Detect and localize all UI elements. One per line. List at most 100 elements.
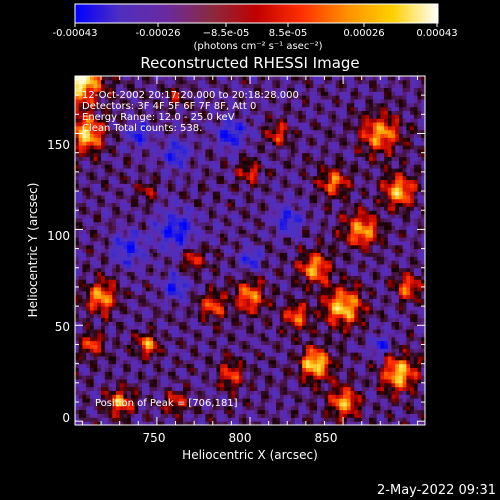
heatmap-cell (242, 386, 247, 391)
heatmap-cell (354, 378, 359, 384)
heatmap-cell (119, 240, 124, 246)
heatmap-cell (179, 344, 184, 349)
heatmap-cell (287, 252, 292, 257)
heatmap-cell (134, 275, 139, 280)
heatmap-cell (287, 421, 292, 425)
heatmap-cell (108, 367, 113, 372)
heatmap-cell (86, 405, 91, 411)
heatmap-cell (220, 290, 225, 296)
heatmap-cell (101, 267, 106, 273)
heatmap-cell (369, 329, 374, 334)
heatmap-cell (387, 390, 392, 395)
heatmap-cell (331, 321, 337, 326)
heatmap-cell (279, 371, 285, 376)
heatmap-cell (398, 332, 404, 338)
heatmap-cell (227, 325, 232, 330)
heatmap-cell (264, 340, 270, 345)
heatmap-cell (93, 283, 98, 288)
heatmap-cell (305, 367, 311, 372)
heatmap-cell (361, 355, 366, 361)
heatmap-cell (97, 283, 102, 288)
heatmap-cell (380, 382, 385, 388)
heatmap-cell (384, 390, 389, 395)
heatmap-cell (298, 398, 303, 403)
heatmap-cell (391, 256, 396, 261)
heatmap-cell (190, 421, 195, 425)
heatmap-cell (305, 233, 311, 238)
heatmap-cell (171, 260, 177, 265)
heatmap-cell (294, 294, 299, 299)
heatmap-cell (89, 359, 95, 365)
heatmap-cell (182, 256, 188, 261)
heatmap-cell (246, 248, 251, 253)
heatmap-cell (235, 340, 240, 345)
heatmap-cell (242, 363, 247, 368)
heatmap-cell (93, 233, 98, 238)
heatmap-cell (93, 256, 98, 261)
heatmap-cell (331, 375, 337, 380)
heatmap-cell (298, 263, 303, 269)
heatmap-cell (350, 252, 355, 257)
heatmap-cell (354, 271, 359, 276)
heatmap-cell (238, 267, 244, 273)
heatmap-cell (261, 332, 266, 338)
heatmap-cell (387, 275, 392, 280)
heatmap-cell (350, 313, 355, 319)
heatmap-cell (108, 313, 113, 319)
heatmap-cell (346, 352, 352, 357)
heatmap-cell (160, 344, 165, 349)
heatmap-cell (290, 352, 296, 357)
heatmap-cell (287, 401, 292, 407)
heatmap-cell (82, 279, 87, 284)
heatmap-cell (387, 421, 392, 425)
heatmap-cell (246, 386, 251, 391)
heatmap-cell (130, 290, 136, 296)
heatmap-cell (287, 332, 292, 338)
heatmap-cell (395, 417, 400, 422)
heatmap-cell (101, 367, 106, 372)
heatmap-cell (156, 271, 162, 276)
heatmap-cell (119, 256, 124, 261)
heatmap-cell (279, 352, 285, 357)
heatmap-cell (272, 260, 277, 265)
heatmap-cell (89, 417, 95, 422)
heatmap-cell (97, 252, 102, 257)
heatmap-cell (290, 394, 296, 399)
heatmap-cell (231, 229, 236, 234)
heatmap-cell (272, 409, 277, 414)
heatmap-cell (395, 240, 400, 246)
heatmap-cell (298, 286, 303, 292)
heatmap-cell (168, 263, 173, 269)
heatmap-cell (357, 225, 363, 230)
heatmap-cell (104, 271, 110, 276)
heatmap-cell (190, 248, 195, 253)
heatmap-cell (398, 306, 404, 311)
heatmap-cell (398, 252, 404, 257)
heatmap-cell (346, 355, 352, 361)
heatmap-cell (410, 344, 415, 349)
heatmap-cell (104, 363, 110, 368)
heatmap-cell (209, 256, 214, 261)
heatmap-cell (97, 329, 102, 334)
heatmap-cell (339, 317, 344, 322)
heatmap-cell (115, 398, 121, 403)
heatmap-cell (216, 375, 221, 380)
heatmap-cell (119, 286, 124, 292)
heatmap-cell (182, 409, 188, 414)
heatmap-cell (354, 390, 359, 395)
heatmap-cell (324, 306, 329, 311)
heatmap-cell (86, 413, 91, 418)
heatmap-cell (145, 283, 150, 288)
heatmap-cell (101, 244, 106, 250)
heatmap-cell (264, 263, 270, 269)
heatmap-cell (253, 344, 258, 349)
heatmap-cell (179, 283, 184, 288)
heatmap-cell (160, 363, 165, 368)
heatmap-cell (331, 263, 337, 269)
heatmap-cell (127, 355, 132, 361)
heatmap-cell (145, 401, 150, 407)
heatmap-cell (216, 263, 221, 269)
heatmap-cell (78, 298, 83, 303)
heatmap-cell (387, 256, 392, 261)
heatmap-cell (130, 279, 136, 284)
